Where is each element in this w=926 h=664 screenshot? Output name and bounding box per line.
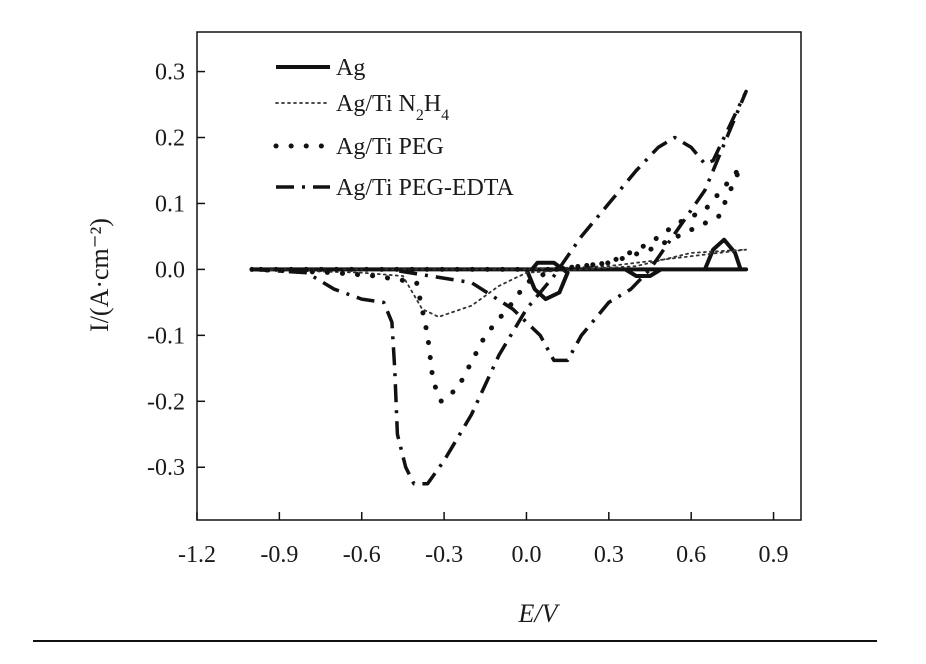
y-tick-label: -0.2 [147,389,185,415]
series-layer [249,89,749,486]
x-tick-label: 0.6 [676,542,706,568]
legend-label: Ag/Ti N2H4 [336,91,449,124]
y-tick-label: 0.3 [155,60,185,86]
y-tick-label: 0.2 [155,126,185,152]
y-tick-label: 0.1 [155,191,185,217]
legend: Ag Ag/Ti N2H4 Ag/Ti PEG Ag/Ti PEG-EDTA [273,55,515,201]
x-tick-label: 0.3 [594,542,624,568]
series-line-0 [251,237,749,302]
x-tick-label: -0.3 [425,542,463,568]
plot-frame [196,31,802,521]
y-tick-label: -0.1 [147,323,185,349]
y-axis-title: I/(A·cm⁻²) [85,218,114,332]
x-tick-label: 0.0 [511,542,541,568]
x-tick-label: -0.9 [260,542,298,568]
x-tick-label: -0.6 [343,542,381,568]
legend-label: Ag/Ti PEG [336,134,444,160]
series-line-1 [251,248,747,318]
x-axis-title: E/V [518,599,561,628]
y-axis-ticks: -0.3 -0.2 -0.1 0.0 0.1 0.2 0.3 [147,60,205,481]
x-tick-label: 0.9 [759,542,789,568]
y-tick-label: 0.0 [155,257,185,283]
legend-label: Ag [336,55,365,81]
series-line-3 [251,89,748,486]
x-tick-label: -1.2 [178,542,216,568]
y-tick-label: -0.3 [147,455,185,481]
legend-label: Ag/Ti PEG-EDTA [336,175,515,201]
x-axis-ticks: -1.2 -0.9 -0.6 -0.3 0.0 0.3 0.6 0.9 [178,512,789,568]
